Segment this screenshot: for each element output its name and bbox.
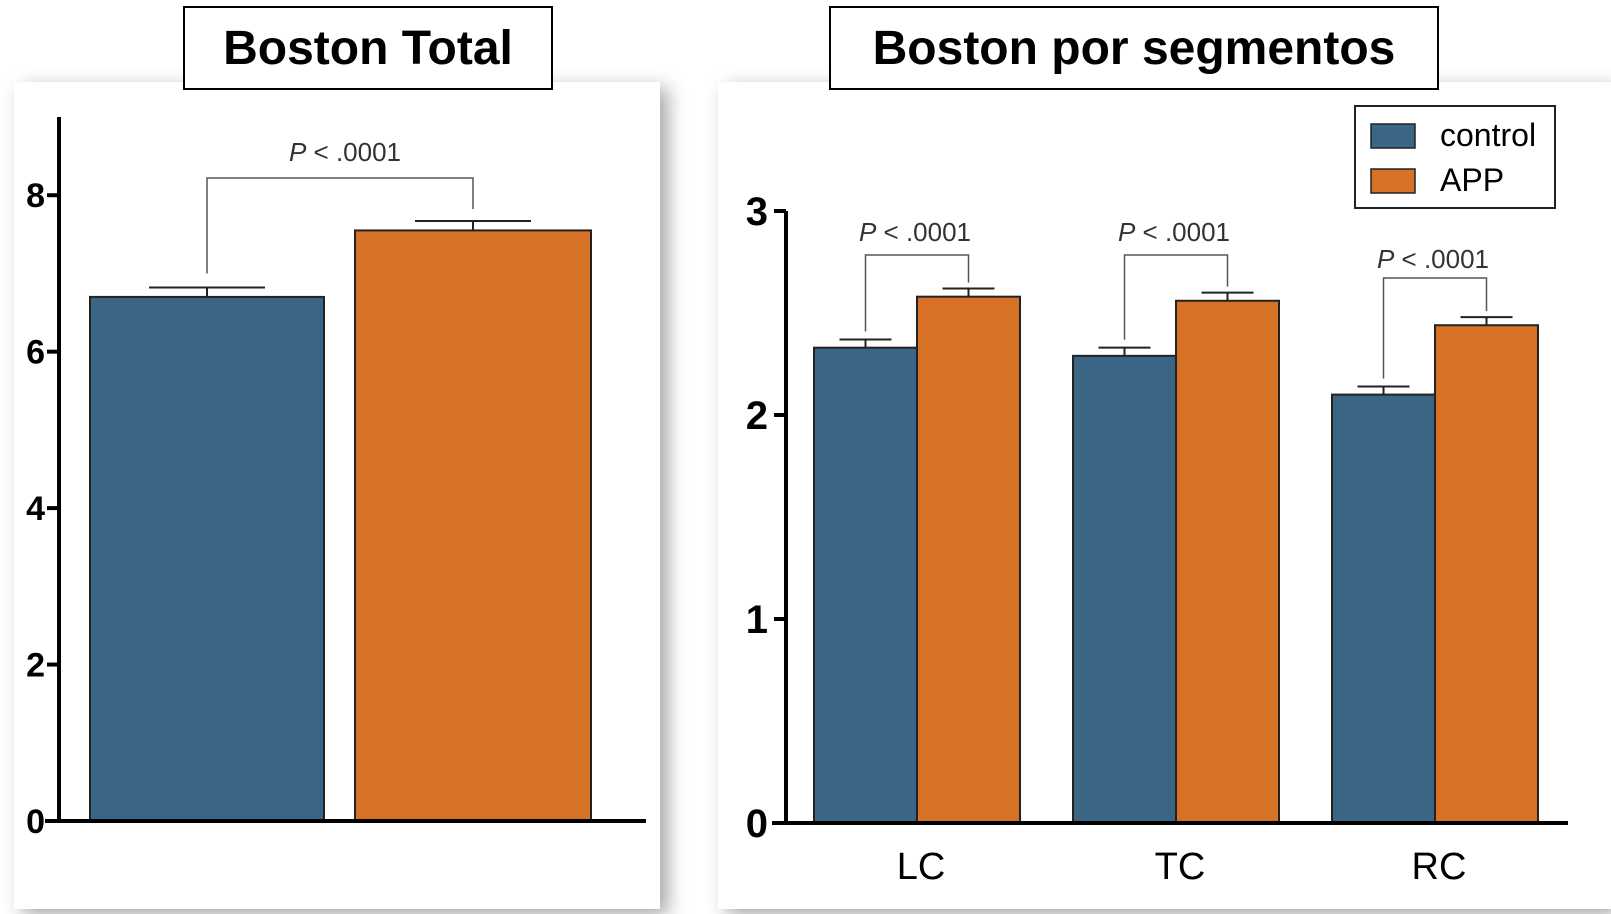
y-tick-label: 0 xyxy=(746,802,768,846)
significance-bracket xyxy=(1123,254,1229,340)
app-bar xyxy=(1434,324,1539,825)
p-value-label: P < .0001 xyxy=(859,217,971,247)
control-bar xyxy=(813,346,918,824)
y-tick-label: 4 xyxy=(26,490,45,528)
app-bar xyxy=(1175,299,1280,824)
legend-swatch-app xyxy=(1370,168,1416,194)
x-tick-label: TC xyxy=(1155,846,1206,888)
boston-segments-chart: 0 1 2 3 P < .0001 LC P < .0001 TC P < .0001 RC con… xyxy=(746,105,1568,888)
app-bar xyxy=(916,295,1021,824)
x-tick-label: LC xyxy=(897,846,946,888)
significance-bracket xyxy=(1382,277,1488,379)
p-value-label: P < .0001 xyxy=(1377,244,1489,274)
left-chart-title: Boston Total xyxy=(183,6,553,90)
right-chart-title: Boston por segmentos xyxy=(829,6,1439,90)
y-tick-label: 6 xyxy=(26,334,45,372)
y-tick-label: 0 xyxy=(26,803,45,841)
left-chart-panel: 0 2 4 6 8 P < .0001 xyxy=(14,82,660,909)
significance-bracket xyxy=(864,254,970,332)
p-value-label: P < .0001 xyxy=(1118,217,1230,247)
y-tick-label: 1 xyxy=(746,598,768,642)
y-tick-label: 3 xyxy=(746,190,768,234)
boston-total-chart: 0 2 4 6 8 P < .0001 xyxy=(26,117,646,841)
app-bar xyxy=(354,229,592,822)
control-bar xyxy=(89,295,325,822)
y-tick-label: 2 xyxy=(746,394,768,438)
x-tick-label: RC xyxy=(1412,846,1467,888)
significance-bracket xyxy=(206,177,474,274)
legend-label-app: APP xyxy=(1440,162,1504,198)
legend-label-control: control xyxy=(1440,117,1536,153)
p-value-label: P < .0001 xyxy=(289,137,401,167)
control-bar xyxy=(1072,354,1177,824)
right-chart-panel: 0 1 2 3 P < .0001 LC P < .0001 TC P < .0001 RC con… xyxy=(718,82,1611,909)
y-tick-label: 8 xyxy=(26,177,45,215)
y-tick-label: 2 xyxy=(26,647,45,685)
legend-swatch-control xyxy=(1370,123,1416,149)
control-bar xyxy=(1331,393,1436,824)
